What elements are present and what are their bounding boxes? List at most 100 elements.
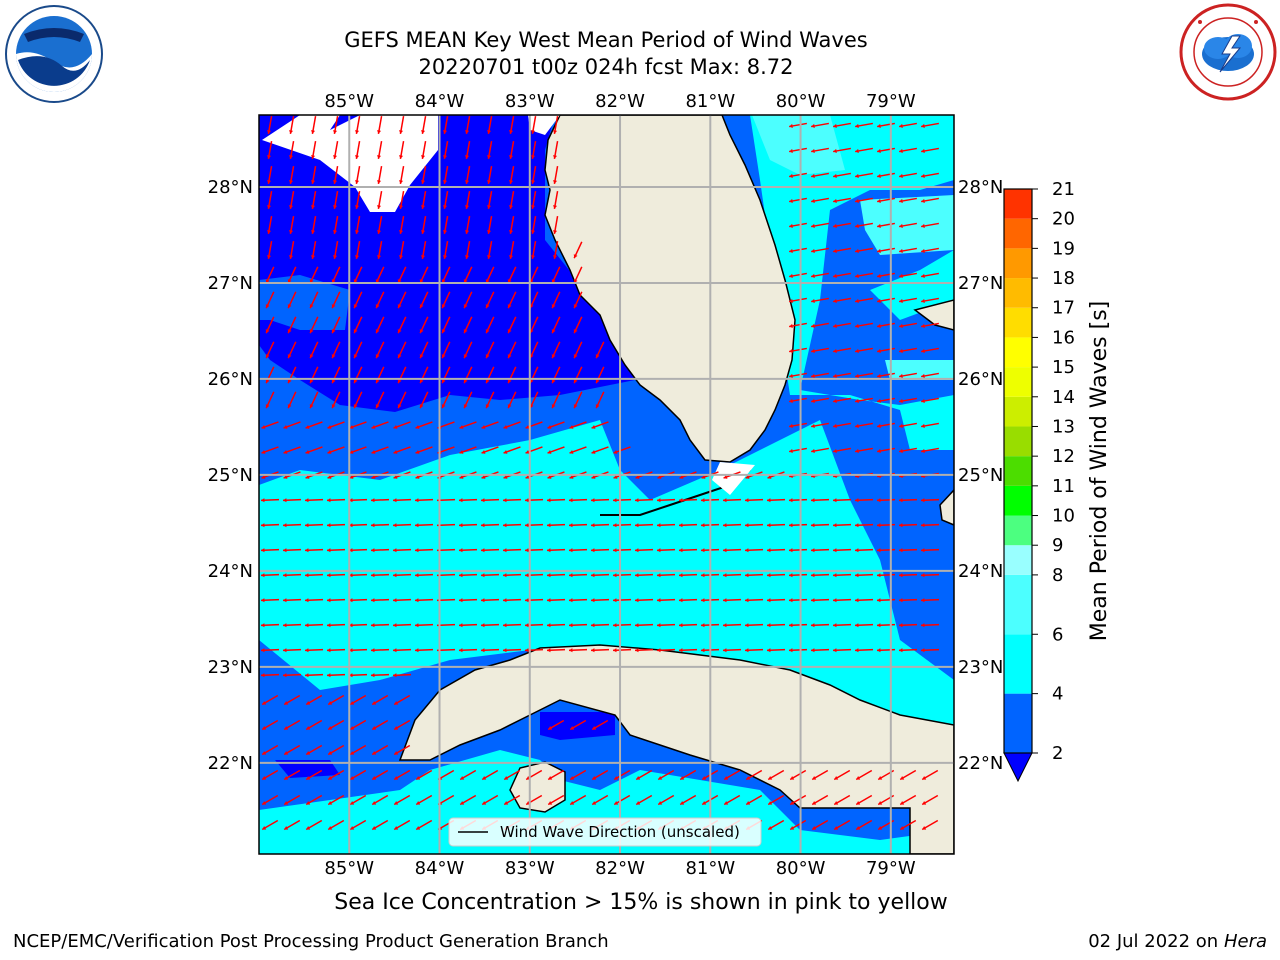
wave-direction-arrowhead: [284, 701, 289, 705]
wave-direction-arrowhead: [353, 304, 358, 309]
wave-direction-arrowhead: [375, 404, 380, 409]
wave-direction-arrowhead: [482, 801, 487, 805]
sea-ice-note: Sea Ice Concentration > 15% is shown in …: [334, 890, 948, 915]
wave-direction-arrowhead: [284, 751, 289, 755]
wave-direction-arrowhead: [701, 474, 706, 479]
wave-direction-arrowhead: [309, 304, 314, 309]
wave-direction-arrowhead: [371, 474, 376, 479]
wave-direction-arrowhead: [306, 801, 311, 805]
lat-label-right: 23°N: [958, 657, 1003, 678]
wave-direction-arrowhead: [267, 180, 272, 184]
wave-direction-arrowhead: [416, 801, 421, 805]
wave-direction-arrowhead: [507, 304, 512, 309]
wave-direction-arrowhead: [355, 230, 360, 234]
wave-direction-arrowhead: [349, 548, 353, 553]
wave-direction-arrowhead: [306, 751, 311, 755]
colorbar-tick-label: 8: [1052, 565, 1063, 586]
wave-direction-arrowhead: [547, 523, 551, 528]
wave-direction-arrowhead: [790, 826, 795, 830]
wave-direction-arrowhead: [921, 373, 925, 378]
wave-direction-arrowhead: [855, 648, 859, 653]
colorbar-tick-label: 14: [1052, 387, 1075, 408]
wave-direction-arrowhead: [283, 498, 287, 503]
wave-direction-arrowhead: [548, 776, 553, 780]
wave-direction-arrowhead: [878, 776, 883, 780]
wave-direction-arrowhead: [333, 130, 338, 134]
wave-direction-arrowhead: [393, 498, 397, 503]
colorbar-segment: [1004, 367, 1032, 397]
lat-label-right: 25°N: [958, 465, 1003, 486]
colorbar-segment: [1004, 634, 1032, 694]
wave-direction-arrowhead: [353, 354, 358, 359]
wave-direction-arrowhead: [595, 404, 600, 409]
wave-direction-arrowhead: [547, 474, 552, 479]
wave-direction-arrowhead: [789, 623, 793, 628]
wave-direction-arrowhead: [855, 248, 859, 253]
wave-direction-arrowhead: [262, 726, 267, 730]
wave-direction-arrowhead: [349, 424, 354, 429]
wave-direction-arrowhead: [899, 398, 903, 403]
wave-direction-arrowhead: [657, 623, 661, 628]
wave-direction-arrowhead: [507, 354, 512, 359]
wave-direction-arrowhead: [551, 329, 556, 334]
wave-direction-arrowhead: [856, 776, 861, 780]
wave-direction-arrowhead: [613, 523, 617, 528]
wave-direction-arrowhead: [657, 498, 661, 503]
wave-direction-arrowhead: [443, 180, 448, 184]
wave-direction-arrowhead: [833, 173, 837, 178]
wave-direction-arrowhead: [767, 623, 771, 628]
wave-direction-arrowhead: [415, 573, 419, 578]
wave-direction-arrowhead: [394, 751, 399, 755]
wave-direction-arrowhead: [553, 155, 558, 159]
wave-direction-arrowhead: [789, 198, 793, 203]
wave-direction-arrowhead: [723, 498, 727, 503]
wave-direction-arrowhead: [265, 379, 270, 384]
wave-direction-arrowhead: [701, 548, 705, 553]
wave-direction-arrowhead: [459, 548, 463, 553]
wave-direction-arrowhead: [745, 623, 749, 628]
wave-direction-arrowhead: [745, 648, 749, 653]
wave-direction-arrowhead: [789, 598, 793, 603]
wave-direction-arrowhead: [789, 648, 793, 653]
wave-direction-arrowhead: [833, 348, 837, 353]
wave-direction-arrowhead: [855, 198, 859, 203]
wave-direction-arrowhead: [415, 648, 419, 653]
wave-direction-arrowhead: [701, 648, 705, 653]
wave-direction-arrowhead: [459, 474, 464, 479]
wave-direction-arrowhead: [789, 548, 793, 553]
wave-direction-arrowhead: [503, 498, 507, 503]
wave-direction-arrowhead: [570, 726, 575, 730]
wave-direction-arrowhead: [569, 598, 573, 603]
wave-direction-arrowhead: [305, 523, 309, 528]
wave-direction-arrowhead: [443, 155, 448, 159]
wave-direction-arrowhead: [306, 776, 311, 780]
wave-direction-arrowhead: [267, 255, 272, 259]
wave-direction-arrowhead: [789, 323, 793, 328]
wave-direction-arrowhead: [503, 623, 507, 628]
wave-direction-arrowhead: [331, 379, 336, 384]
lat-label-left: 24°N: [208, 561, 253, 582]
colorbar-segment: [1004, 426, 1032, 457]
colorbar-tick-label: 21: [1052, 179, 1075, 200]
wave-direction-arrowhead: [509, 205, 514, 209]
footer-credit: NCEP/EMC/Verification Post Processing Pr…: [13, 931, 609, 952]
wave-direction-arrowhead: [833, 273, 837, 278]
wave-direction-arrowhead: [657, 598, 661, 603]
wave-direction-arrowhead: [419, 304, 424, 309]
wave-direction-arrowhead: [921, 198, 925, 203]
wave-direction-arrowhead: [789, 498, 793, 503]
wave-direction-arrowhead: [768, 826, 773, 830]
wave-direction-arrowhead: [745, 573, 749, 578]
wave-direction-arrowhead: [569, 523, 573, 528]
wave-direction-arrowhead: [921, 273, 925, 278]
wave-direction-arrowhead: [877, 648, 881, 653]
wave-direction-arrowhead: [922, 801, 927, 805]
colorbar-tick-label: 19: [1052, 238, 1075, 259]
wave-direction-arrowhead: [855, 373, 859, 378]
wave-direction-arrowhead: [289, 155, 294, 159]
wave-direction-arrowhead: [723, 548, 727, 553]
wave-period-region-lt2-gulf: [259, 115, 635, 412]
wave-direction-arrowhead: [262, 701, 267, 705]
wave-direction-arrowhead: [591, 449, 596, 454]
